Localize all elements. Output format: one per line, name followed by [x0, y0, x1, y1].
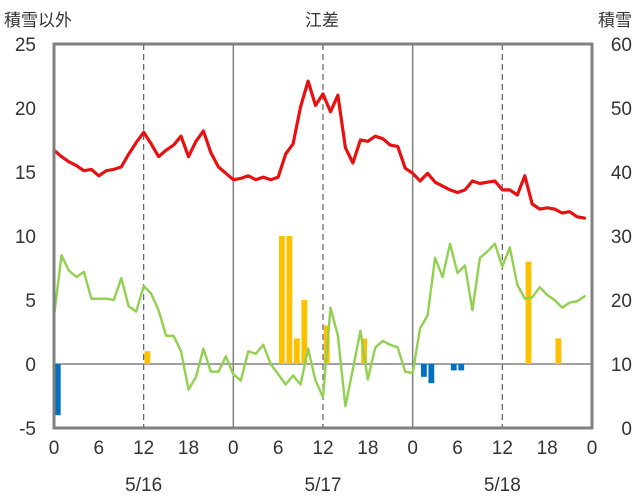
- right-tick-label: 30: [611, 227, 632, 248]
- x-tick-label: 0: [587, 438, 598, 459]
- date-labels: 5/16 5/17 5/18: [125, 475, 521, 496]
- plot-border: [52, 42, 594, 430]
- series-line-red: [52, 79, 587, 220]
- x-tick-label: 6: [94, 438, 105, 459]
- x-axis-ticks: 0 6 12 18 0 6 12 18 0 6 12 18 0: [49, 438, 598, 459]
- right-tick-label: 20: [611, 291, 632, 312]
- precip-bar: [301, 300, 308, 364]
- x-tick-label: 0: [228, 438, 239, 459]
- x-tick-label: 18: [357, 438, 378, 459]
- precip-bar: [458, 364, 465, 371]
- left-tick-label: 20: [15, 99, 36, 120]
- left-axis-title: 積雪以外: [4, 11, 72, 30]
- date-label: 5/18: [484, 475, 521, 496]
- plot-frame: [52, 42, 594, 430]
- right-tick-label: 60: [611, 35, 632, 56]
- series-lines: [52, 79, 587, 408]
- precip-bar: [54, 364, 61, 416]
- right-tick-label: 50: [611, 99, 632, 120]
- left-tick-label: 0: [25, 355, 36, 376]
- right-tick-label: 0: [621, 419, 632, 440]
- left-axis-ticks: -5 0 5 10 15 20 25: [15, 35, 36, 440]
- left-tick-label: -5: [19, 419, 36, 440]
- x-tick-label: 0: [407, 438, 418, 459]
- left-tick-label: 15: [15, 163, 36, 184]
- series-line-green: [52, 242, 586, 408]
- precip-bar: [555, 338, 562, 364]
- right-axis-ticks: 0 10 20 30 40 50 60: [611, 35, 632, 440]
- bars: [54, 236, 562, 416]
- precip-bar: [293, 338, 300, 364]
- x-tick-label: 12: [492, 438, 513, 459]
- x-tick-label: 12: [312, 438, 333, 459]
- x-tick-label: 18: [178, 438, 199, 459]
- precip-bar: [278, 236, 285, 364]
- left-tick-label: 5: [25, 291, 36, 312]
- precip-bar: [428, 364, 435, 384]
- left-tick-label: 25: [15, 35, 36, 56]
- chart-title: 江差: [305, 11, 339, 30]
- gridlines: [54, 44, 592, 428]
- x-tick-label: 6: [273, 438, 284, 459]
- right-tick-label: 40: [611, 163, 632, 184]
- precip-bar: [450, 364, 457, 371]
- x-tick-label: 12: [133, 438, 154, 459]
- right-axis-title: 積雪: [598, 11, 632, 30]
- left-tick-label: 10: [15, 227, 36, 248]
- right-tick-label: 10: [611, 355, 632, 376]
- date-label: 5/16: [125, 475, 162, 496]
- precip-bar: [420, 364, 427, 377]
- x-tick-label: 6: [452, 438, 463, 459]
- precip-bar: [286, 236, 293, 364]
- precip-bar: [525, 261, 532, 364]
- x-tick-label: 18: [537, 438, 558, 459]
- x-tick-label: 0: [49, 438, 60, 459]
- date-label: 5/17: [305, 475, 342, 496]
- precip-bar: [144, 351, 151, 364]
